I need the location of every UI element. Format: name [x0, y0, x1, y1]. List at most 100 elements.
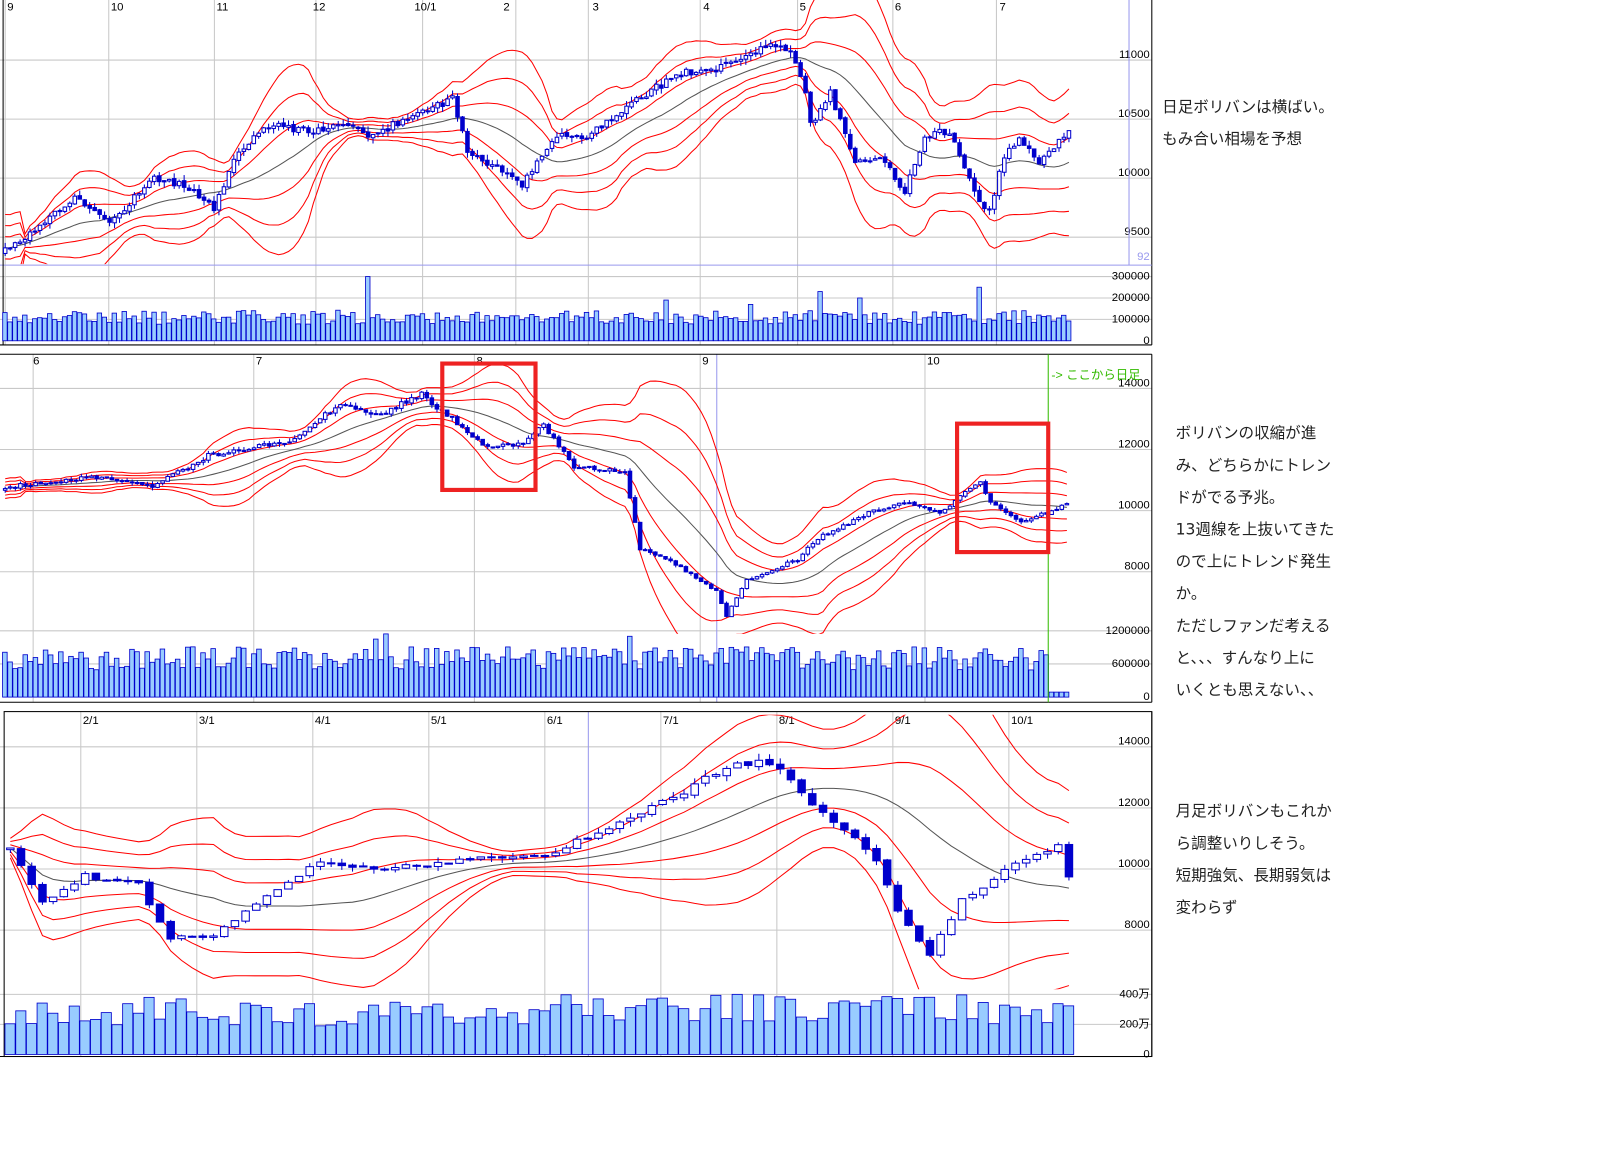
volume-bar [583, 311, 590, 342]
candle-body-up [947, 919, 956, 936]
candle [302, 430, 308, 438]
volume-bar [56, 321, 63, 342]
candle-body-down [191, 189, 197, 192]
candle-body-down [514, 176, 520, 181]
note-line: 月足ボリバンもこれか [1175, 801, 1332, 821]
candle [53, 481, 59, 485]
volume-bar [877, 318, 883, 342]
volume-bar [336, 1020, 348, 1055]
candle [644, 91, 649, 100]
volume-bar [211, 318, 217, 342]
volume-bar [916, 663, 922, 698]
volume-bar [809, 658, 816, 698]
candle [649, 88, 654, 98]
candle [786, 767, 796, 784]
volume-bar [47, 313, 53, 342]
candle-body-up [1054, 508, 1060, 511]
candle [893, 881, 903, 913]
candle-body-down [92, 206, 97, 212]
candle-body-down [487, 856, 496, 859]
volume-bar [79, 1020, 91, 1055]
volume-bar [544, 318, 550, 342]
candle-body-up [12, 242, 18, 248]
candle [551, 847, 560, 858]
candle [818, 104, 823, 122]
candle-body-down [306, 127, 311, 134]
candle-body-down [337, 862, 347, 867]
volume-bar [196, 317, 202, 342]
volume-bar [241, 647, 247, 698]
candle-body-down [186, 187, 192, 191]
candle [47, 212, 53, 229]
candle [301, 124, 306, 131]
candle-body-down [987, 208, 992, 211]
volume-bar [449, 320, 455, 342]
candle [102, 211, 107, 221]
candle [498, 855, 507, 863]
candle [311, 128, 316, 139]
volume-bar [825, 663, 831, 698]
candle-body-down [639, 97, 644, 100]
moving-average-line [10, 787, 1070, 907]
candle-body-down [587, 465, 592, 468]
candle [42, 219, 48, 228]
candle [698, 577, 704, 583]
volume-bar [563, 310, 570, 342]
candle [896, 502, 902, 508]
volume-bar [699, 1008, 711, 1055]
candle-body-down [102, 214, 107, 220]
volume-bar [61, 316, 68, 342]
volume-bar [444, 317, 450, 342]
volume-bar [887, 322, 893, 342]
candle-body-down [925, 939, 935, 956]
candle [338, 403, 343, 411]
volume-bar [807, 310, 813, 342]
candle [1011, 143, 1017, 149]
volume-bar [571, 1004, 583, 1055]
volume-bar [103, 651, 110, 698]
volume-bar [835, 654, 841, 698]
volume-bar [186, 318, 192, 342]
candle [901, 499, 907, 506]
candle-body-down [181, 180, 187, 188]
candle [1039, 511, 1044, 518]
candle-body-down [609, 119, 614, 122]
candle-body-down [877, 157, 883, 160]
candle [91, 872, 101, 882]
candle [241, 143, 247, 156]
candle-body-down [872, 848, 881, 862]
candle-body-down [678, 74, 684, 78]
candle-body-down [564, 132, 570, 137]
note-line: ドがでる予兆。 [1175, 487, 1285, 507]
volume-bar [713, 652, 719, 698]
candle [18, 481, 23, 491]
candle-body-up [307, 426, 313, 433]
volume-bar [1023, 657, 1029, 698]
candle-body-up [835, 528, 841, 532]
volume-bar [17, 320, 23, 342]
candle [962, 153, 967, 169]
volume-bar [515, 658, 521, 698]
volume-bar [464, 321, 470, 342]
candle-body-down [688, 571, 694, 575]
volume-bar [693, 314, 699, 342]
candle [404, 397, 409, 406]
candle-body-down [38, 481, 43, 485]
candle [460, 422, 465, 429]
candle-body-down [134, 880, 143, 884]
candle-body-down [480, 438, 485, 446]
candle-body-down [465, 858, 475, 861]
candle-body-up [723, 61, 729, 64]
volume-bar [154, 658, 161, 698]
candle-body-down [556, 436, 562, 448]
candle-body-down [566, 450, 572, 460]
volume-bar [181, 315, 187, 342]
volume-bar [93, 669, 100, 698]
candle-body-down [113, 878, 122, 882]
volume-bar [865, 665, 872, 698]
candle [663, 556, 668, 561]
candle-body-up [206, 452, 211, 461]
volume-bar [1038, 650, 1044, 698]
candle [612, 466, 618, 473]
candle [510, 443, 516, 450]
